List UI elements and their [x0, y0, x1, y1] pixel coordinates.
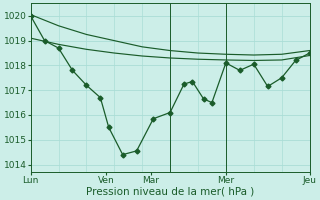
X-axis label: Pression niveau de la mer( hPa ): Pression niveau de la mer( hPa )	[86, 187, 254, 197]
